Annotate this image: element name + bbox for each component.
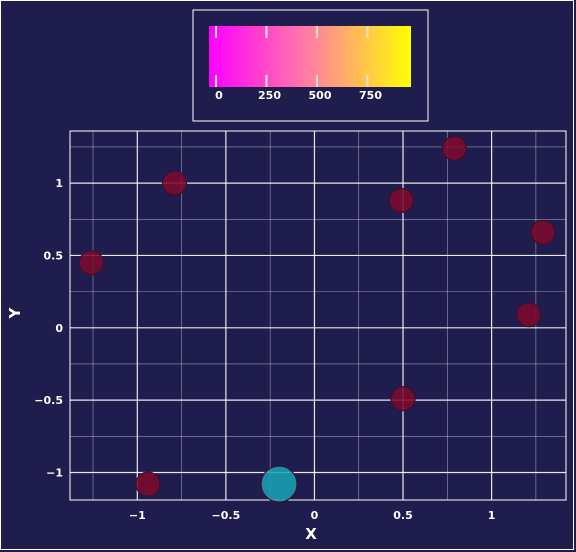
y-tick-label: −0.5 — [34, 394, 63, 407]
x-axis-label: X — [305, 525, 317, 543]
y-axis-label: Y — [6, 306, 24, 319]
y-tick-label: 0 — [55, 322, 63, 335]
colorbar-ticks: 0 250 500 750 — [215, 26, 382, 102]
plot-area — [69, 130, 567, 501]
data-point — [135, 471, 161, 497]
colorbar-tick-label: 750 — [359, 89, 382, 102]
data-point — [516, 302, 542, 328]
data-point — [530, 219, 556, 245]
data-point — [390, 386, 416, 412]
data-point — [78, 250, 104, 276]
x-tick-label: −1 — [129, 509, 146, 522]
y-tick-label: 0.5 — [44, 249, 64, 262]
data-point — [161, 170, 188, 196]
grid-lines — [70, 131, 566, 500]
data-point — [260, 465, 298, 503]
data-points — [78, 135, 556, 503]
data-point — [441, 135, 467, 161]
x-tick-label: 0 — [311, 509, 319, 522]
colorbar-box — [192, 9, 429, 122]
x-tick-label: 1 — [488, 509, 496, 522]
y-tick-label: 1 — [55, 177, 63, 190]
x-tick-labels: −1 −0.5 0 0.5 1 — [129, 509, 496, 522]
y-tick-labels: −1 −0.5 0 0.5 1 — [34, 177, 63, 479]
x-tick-label: 0.5 — [393, 509, 413, 522]
colorbar-gradient — [209, 26, 411, 87]
y-tick-label: −1 — [46, 467, 63, 480]
colorbar-tick-label: 0 — [215, 89, 223, 102]
x-tick-label: −0.5 — [212, 509, 241, 522]
colorbar-tick-label: 250 — [258, 89, 281, 102]
colorbar-tick-label: 500 — [309, 89, 332, 102]
data-point — [388, 187, 414, 214]
